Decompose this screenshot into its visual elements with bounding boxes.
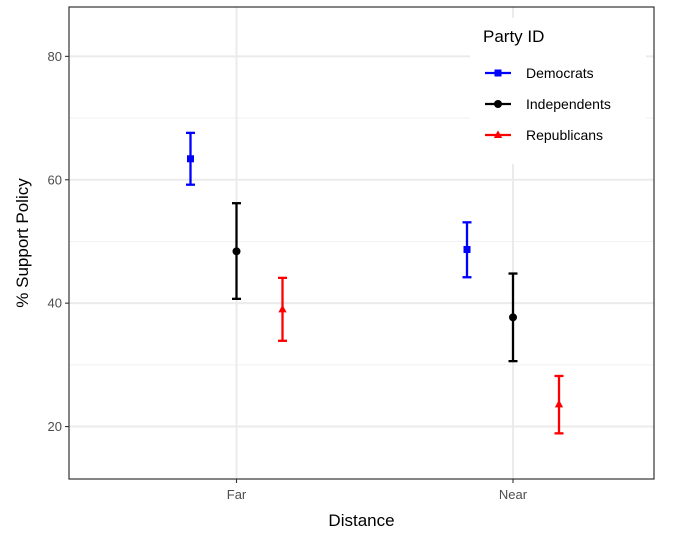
x-tick-label: Far xyxy=(227,487,247,502)
y-axis-title: % Support Policy xyxy=(13,178,32,308)
series-republicans xyxy=(278,276,564,435)
legend-title: Party ID xyxy=(483,27,544,46)
legend-label: Republicans xyxy=(526,127,603,143)
point-square xyxy=(463,245,471,253)
plot-panel-border xyxy=(68,6,655,480)
point-square xyxy=(187,155,194,163)
point-circle xyxy=(232,247,241,256)
legend-items: Democrats Independents Republicans xyxy=(485,65,611,143)
point-circle xyxy=(494,100,502,108)
legend-background xyxy=(470,18,646,164)
x-axis: Far Near xyxy=(227,479,528,502)
series-democrats xyxy=(186,131,472,279)
point-circle xyxy=(509,313,517,322)
legend-label: Democrats xyxy=(526,65,594,81)
x-axis-title: Distance xyxy=(328,511,394,530)
legend-item-independents: Independents xyxy=(485,96,611,112)
legend-label: Independents xyxy=(526,96,611,112)
point-triangle xyxy=(278,304,287,313)
series-independents xyxy=(232,202,518,363)
point-square xyxy=(494,69,502,77)
point-triangle xyxy=(554,399,564,408)
legend: Party ID Democrats Independents Republican… xyxy=(470,18,646,164)
chart-marks xyxy=(186,131,564,435)
legend-item-democrats: Democrats xyxy=(485,65,594,81)
legend-item-republicans: Republicans xyxy=(485,127,603,143)
y-tick-label: 20 xyxy=(48,419,62,434)
point-triangle xyxy=(493,130,503,138)
y-tick-label: 80 xyxy=(48,49,62,64)
y-axis: 20 40 60 80 xyxy=(48,49,69,434)
grid xyxy=(69,7,654,479)
y-tick-label: 60 xyxy=(48,172,62,187)
x-tick-label: Near xyxy=(499,487,528,502)
y-tick-label: 40 xyxy=(48,296,62,311)
